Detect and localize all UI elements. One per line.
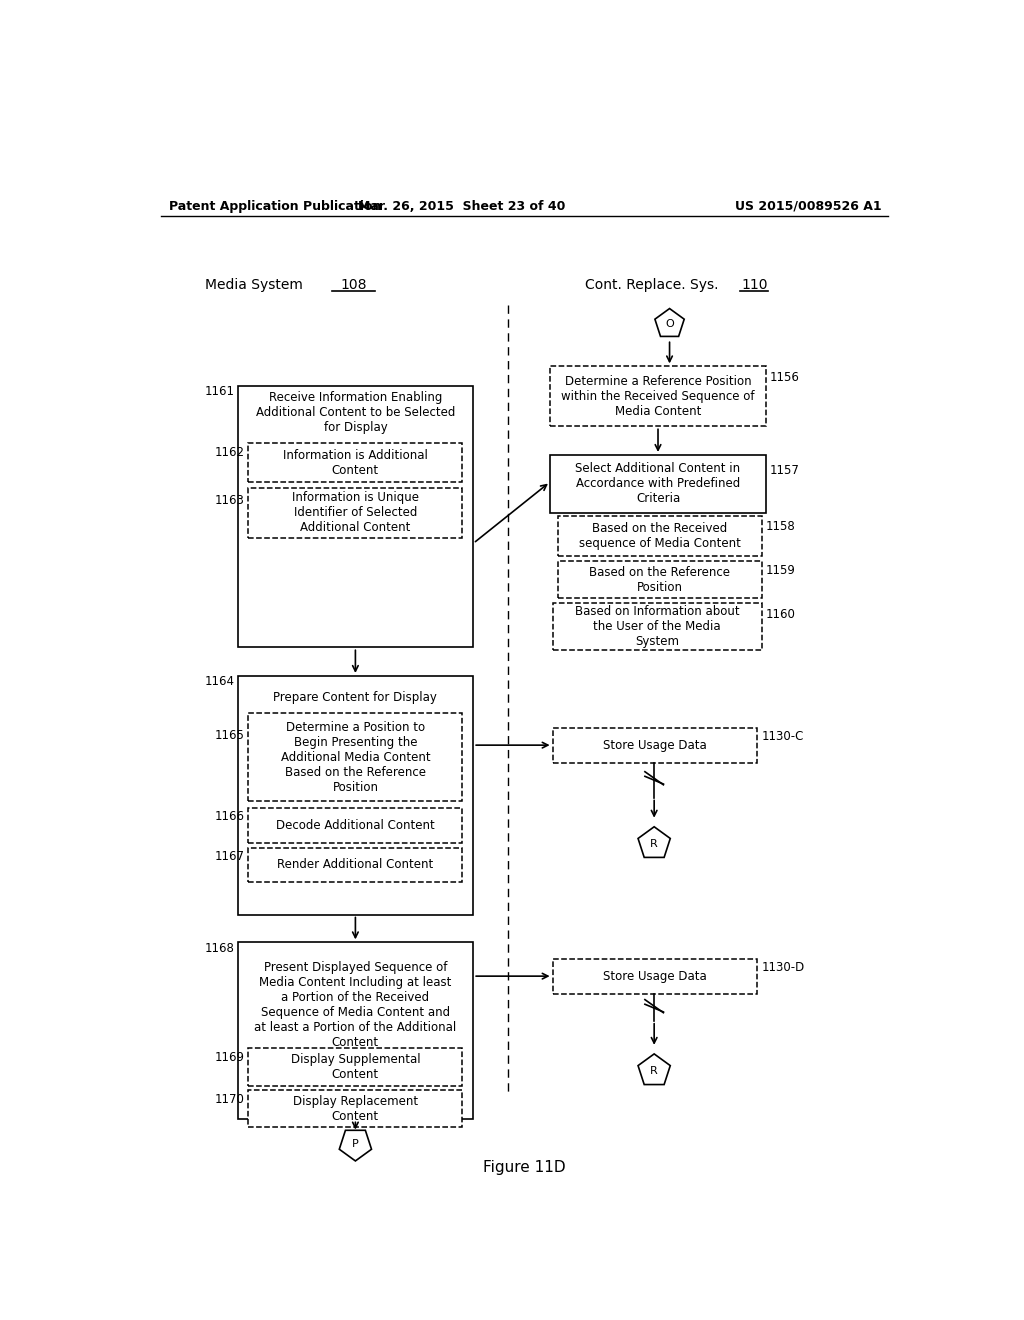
Text: O: O [666, 319, 674, 329]
Text: Prepare Content for Display: Prepare Content for Display [273, 690, 437, 704]
Text: Decode Additional Content: Decode Additional Content [276, 818, 435, 832]
Text: Based on the Reference
Position: Based on the Reference Position [590, 565, 730, 594]
Text: 1161: 1161 [205, 385, 234, 397]
Text: R: R [650, 1065, 658, 1076]
Text: 1162: 1162 [214, 446, 245, 459]
Bar [558, 516, 762, 557]
Text: 1165: 1165 [215, 729, 245, 742]
Text: Patent Application Publication: Patent Application Publication [169, 199, 381, 213]
Bar [239, 942, 473, 1119]
Text: Mar. 26, 2015  Sheet 23 of 40: Mar. 26, 2015 Sheet 23 of 40 [358, 199, 565, 213]
Bar [249, 713, 463, 801]
Text: 1164: 1164 [205, 675, 234, 688]
Bar [553, 603, 762, 651]
Text: P: P [352, 1139, 358, 1148]
Text: 1160: 1160 [766, 609, 796, 622]
Text: 1166: 1166 [214, 810, 245, 822]
Bar [550, 455, 766, 512]
Polygon shape [638, 1053, 671, 1085]
Text: 1159: 1159 [766, 564, 796, 577]
Text: Media System: Media System [206, 279, 307, 293]
Text: Store Usage Data: Store Usage Data [603, 739, 707, 752]
Bar [550, 367, 766, 426]
Text: 1170: 1170 [215, 1093, 245, 1106]
Text: Determine a Position to
Begin Presenting the
Additional Media Content
Based on t: Determine a Position to Begin Presenting… [281, 721, 430, 793]
Text: 1157: 1157 [770, 463, 800, 477]
Text: Information is Additional
Content: Information is Additional Content [283, 449, 428, 477]
Text: 1158: 1158 [766, 520, 796, 533]
Text: Based on the Received
sequence of Media Content: Based on the Received sequence of Media … [579, 523, 741, 550]
Bar [249, 1048, 463, 1086]
Polygon shape [655, 309, 684, 337]
Bar [249, 444, 463, 482]
Bar [249, 1090, 463, 1127]
Text: 1156: 1156 [770, 371, 800, 384]
Text: Information is Unique
Identifier of Selected
Additional Content: Information is Unique Identifier of Sele… [292, 491, 419, 535]
Text: 1130-C: 1130-C [762, 730, 804, 743]
Text: 1169: 1169 [214, 1051, 245, 1064]
Text: Determine a Reference Position
within the Received Sequence of
Media Content: Determine a Reference Position within th… [561, 375, 755, 418]
Text: Render Additional Content: Render Additional Content [278, 858, 433, 871]
Text: Present Displayed Sequence of
Media Content Including at least
a Portion of the : Present Displayed Sequence of Media Cont… [254, 961, 457, 1049]
Bar [239, 385, 473, 647]
Text: Store Usage Data: Store Usage Data [603, 970, 707, 983]
Text: Display Supplemental
Content: Display Supplemental Content [291, 1053, 420, 1081]
Text: Receive Information Enabling
Additional Content to be Selected
for Display: Receive Information Enabling Additional … [256, 391, 455, 434]
Bar [249, 808, 463, 843]
Text: 1163: 1163 [215, 494, 245, 507]
Text: Select Additional Content in
Accordance with Predefined
Criteria: Select Additional Content in Accordance … [575, 462, 740, 506]
Text: R: R [650, 838, 658, 849]
Text: US 2015/0089526 A1: US 2015/0089526 A1 [734, 199, 882, 213]
Bar [553, 960, 757, 994]
Bar [558, 561, 762, 598]
Text: 110: 110 [741, 279, 768, 293]
Text: 1130-D: 1130-D [762, 961, 805, 974]
Polygon shape [339, 1130, 372, 1162]
Text: 108: 108 [341, 279, 368, 293]
Text: Figure 11D: Figure 11D [483, 1159, 566, 1175]
Text: Based on Information about
the User of the Media
System: Based on Information about the User of t… [574, 605, 739, 648]
Bar [249, 488, 463, 539]
Polygon shape [638, 826, 671, 858]
Text: Cont. Replace. Sys.: Cont. Replace. Sys. [585, 279, 723, 293]
Bar [553, 729, 757, 763]
Bar [239, 676, 473, 915]
Bar [249, 847, 463, 882]
Text: 1168: 1168 [205, 941, 234, 954]
Text: Display Replacement
Content: Display Replacement Content [293, 1094, 418, 1122]
Text: 1167: 1167 [214, 850, 245, 862]
